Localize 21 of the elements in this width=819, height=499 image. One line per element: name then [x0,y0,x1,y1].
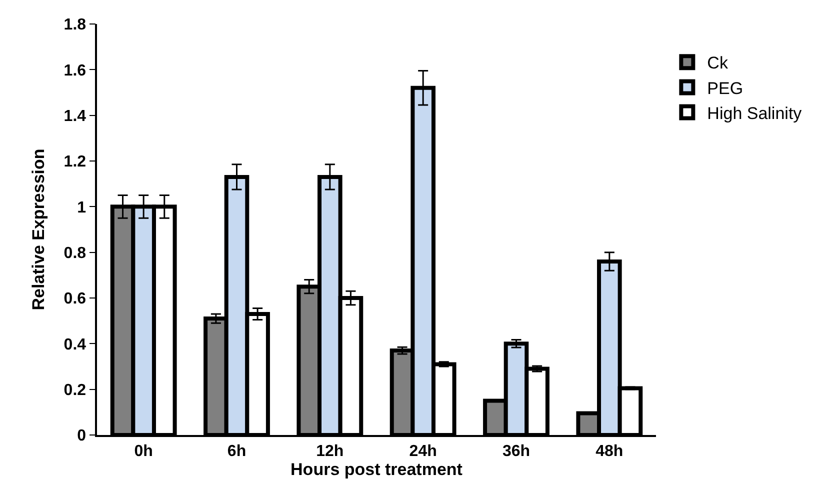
y-tick-label: 0.4 [64,336,86,354]
y-tick-label: 0.8 [64,244,86,262]
y-tick-label: 0 [77,428,86,445]
legend-label: PEG [707,78,744,98]
x-tick-label: 48h [596,442,624,460]
legend-label: High Salinity [707,104,802,123]
x-tick-label: 24h [409,442,437,460]
y-tick-label: 0.2 [64,382,86,399]
x-axis-title: Hours post treatment [290,460,463,479]
x-tick-label: 12h [316,442,344,460]
y-axis-title: Relative Expression [28,148,48,310]
x-tick-label: 6h [227,442,246,460]
y-tick-label: 1.8 [64,16,86,34]
y-tick-label: 0.6 [64,290,86,308]
x-tick-label: 0h [134,442,153,460]
y-tick-label: 1.6 [64,62,86,80]
legend-label: Ck [707,54,728,73]
x-tick-label: 36h [502,442,530,460]
y-tick-label: 1.4 [64,108,86,125]
y-tick-label: 1.2 [64,154,86,171]
y-tick-label: 1 [77,199,86,216]
